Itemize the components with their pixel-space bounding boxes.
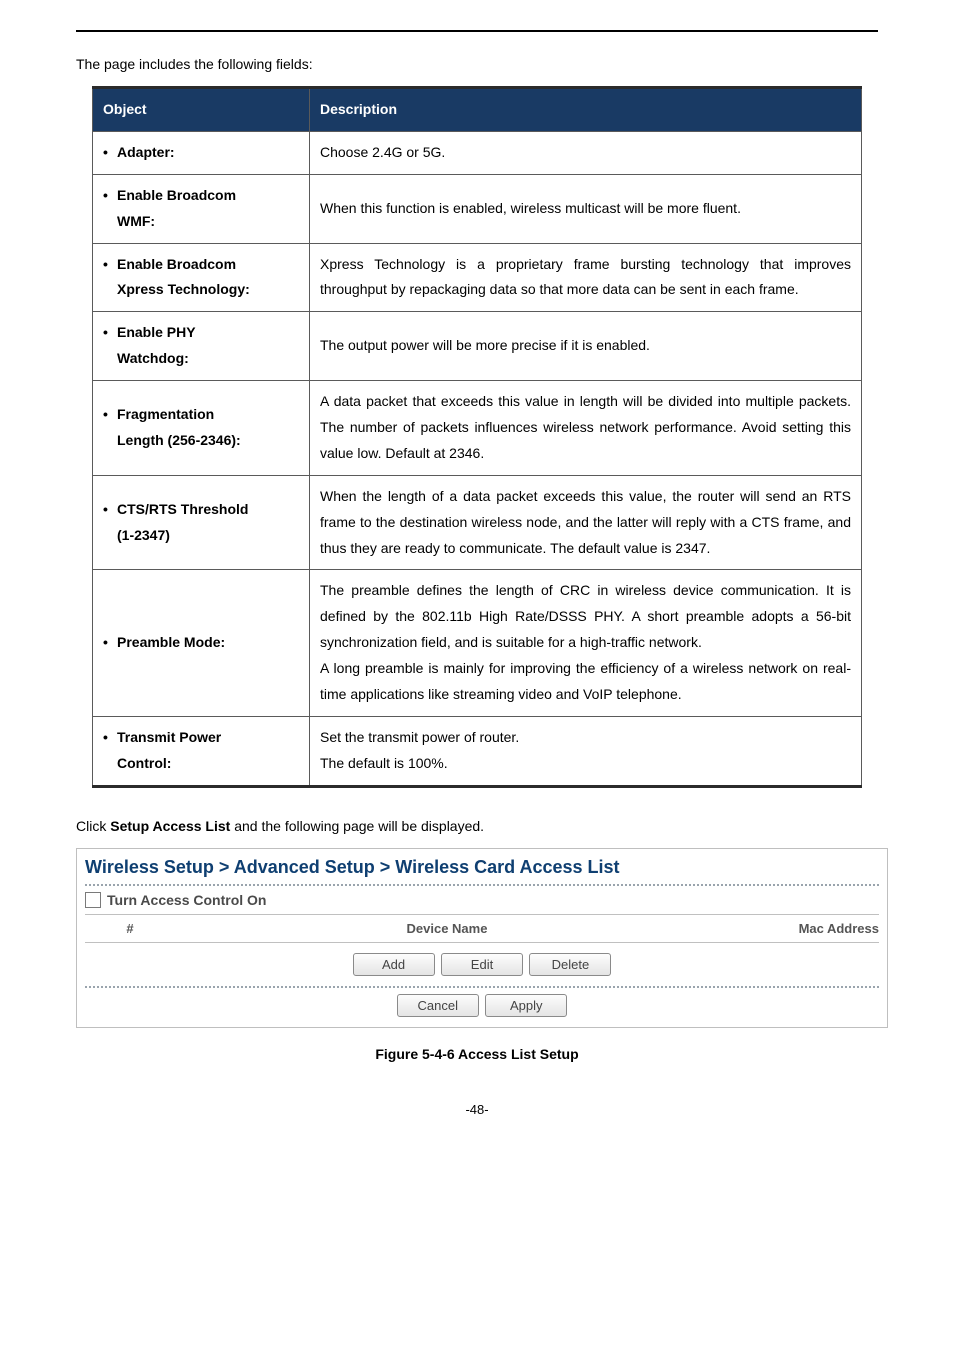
list-buttons-row: Add Edit Delete xyxy=(85,943,879,986)
col-num: # xyxy=(85,915,175,942)
object-cell: Transmit PowerControl: xyxy=(93,716,310,786)
figure-caption: Figure 5-4-6 Access List Setup xyxy=(76,1046,878,1062)
description-line: Choose 2.4G or 5G. xyxy=(320,140,851,166)
object-line: Transmit Power xyxy=(103,725,299,751)
list-header-row: # Device Name Mac Address xyxy=(85,914,879,943)
object-line: Enable Broadcom xyxy=(103,183,299,209)
object-line: Xpress Technology: xyxy=(103,277,299,303)
description-cell: Choose 2.4G or 5G. xyxy=(310,131,862,174)
object-cell: FragmentationLength (256-2346): xyxy=(93,381,310,476)
access-control-label: Turn Access Control On xyxy=(107,892,266,908)
object-line: Control: xyxy=(103,751,299,777)
fields-table: Object Description Adapter: Choose 2.4G o… xyxy=(92,86,862,788)
object-cell: Preamble Mode: xyxy=(93,570,310,716)
description-cell: When this function is enabled, wireless … xyxy=(310,174,862,243)
object-cell: Adapter: xyxy=(93,131,310,174)
description-line: A long preamble is mainly for improving … xyxy=(320,656,851,708)
description-line: The preamble defines the length of CRC i… xyxy=(320,578,851,656)
object-line: Fragmentation xyxy=(103,402,299,428)
description-cell: A data packet that exceeds this value in… xyxy=(310,381,862,476)
description-line: The default is 100%. xyxy=(320,751,851,777)
description-line: When this function is enabled, wireless … xyxy=(320,196,851,222)
click-bold: Setup Access List xyxy=(110,818,230,834)
add-button[interactable]: Add xyxy=(353,953,435,976)
top-rule xyxy=(76,30,878,32)
click-instruction: Click Setup Access List and the followin… xyxy=(76,818,878,834)
object-line: Enable Broadcom xyxy=(103,252,299,278)
object-line: (1-2347) xyxy=(103,523,299,549)
intro-text: The page includes the following fields: xyxy=(76,56,878,72)
checkbox-icon xyxy=(85,892,101,908)
object-line: Adapter: xyxy=(103,140,299,166)
description-line: Set the transmit power of router. xyxy=(320,725,851,751)
footer-buttons-row: Cancel Apply xyxy=(85,986,879,1027)
object-line: Preamble Mode: xyxy=(103,630,299,656)
object-line: WMF: xyxy=(103,209,299,235)
object-line: Length (256-2346): xyxy=(103,428,299,454)
access-list-panel: Wireless Setup > Advanced Setup > Wirele… xyxy=(76,848,888,1028)
description-cell: The output power will be more precise if… xyxy=(310,312,862,381)
col-mac: Mac Address xyxy=(719,915,879,942)
panel-breadcrumb: Wireless Setup > Advanced Setup > Wirele… xyxy=(77,849,887,878)
page-number: -48- xyxy=(76,1102,878,1117)
object-cell: CTS/RTS Threshold(1-2347) xyxy=(93,475,310,570)
description-cell: Set the transmit power of router.The def… xyxy=(310,716,862,786)
click-post: and the following page will be displayed… xyxy=(230,818,484,834)
description-line: A data packet that exceeds this value in… xyxy=(320,389,851,467)
click-pre: Click xyxy=(76,818,110,834)
th-description: Description xyxy=(310,88,862,132)
object-line: CTS/RTS Threshold xyxy=(103,497,299,523)
description-line: When the length of a data packet exceeds… xyxy=(320,484,851,562)
th-object: Object xyxy=(93,88,310,132)
access-control-toggle[interactable]: Turn Access Control On xyxy=(85,886,879,914)
edit-button[interactable]: Edit xyxy=(441,953,523,976)
object-cell: Enable PHYWatchdog: xyxy=(93,312,310,381)
description-cell: The preamble defines the length of CRC i… xyxy=(310,570,862,716)
object-line: Enable PHY xyxy=(103,320,299,346)
cancel-button[interactable]: Cancel xyxy=(397,994,479,1017)
description-line: The output power will be more precise if… xyxy=(320,333,851,359)
description-line: Xpress Technology is a proprietary frame… xyxy=(320,252,851,304)
object-cell: Enable BroadcomXpress Technology: xyxy=(93,243,310,312)
description-cell: When the length of a data packet exceeds… xyxy=(310,475,862,570)
apply-button[interactable]: Apply xyxy=(485,994,567,1017)
description-cell: Xpress Technology is a proprietary frame… xyxy=(310,243,862,312)
object-cell: Enable BroadcomWMF: xyxy=(93,174,310,243)
object-line: Watchdog: xyxy=(103,346,299,372)
col-device: Device Name xyxy=(175,915,719,942)
delete-button[interactable]: Delete xyxy=(529,953,611,976)
